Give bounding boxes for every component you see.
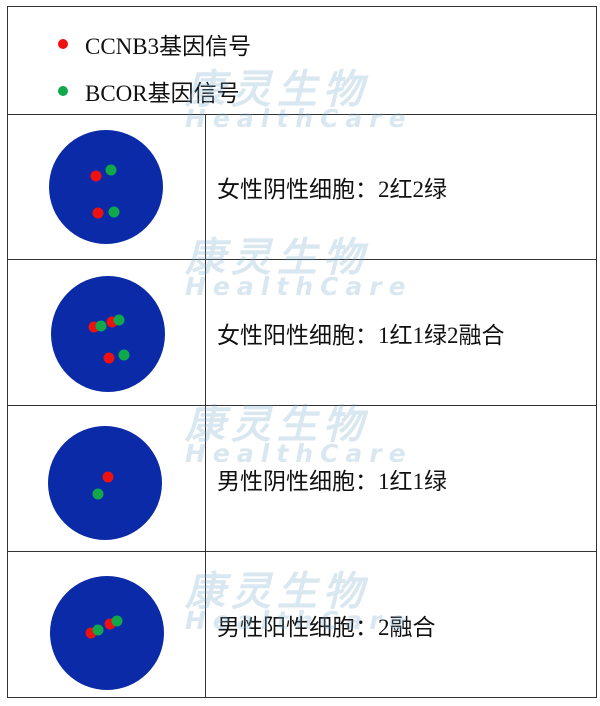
cell-image	[8, 114, 206, 259]
cell-nucleus	[50, 576, 164, 690]
red-dot-icon	[58, 39, 68, 49]
signal-pattern-table: CCNB3基因信号 BCOR基因信号 女性阴性细胞：2红2绿	[7, 6, 597, 698]
table-row: 女性阴性细胞：2红2绿	[8, 114, 596, 260]
green-signal	[92, 488, 104, 500]
cell-image	[8, 552, 206, 698]
row-label: 女性阴性细胞：2红2绿	[217, 176, 447, 202]
cell-diagram	[48, 426, 162, 540]
red-signal	[92, 207, 104, 219]
red-signal	[103, 352, 115, 364]
legend-item-bcor: BCOR基因信号	[58, 74, 240, 108]
green-signal	[92, 624, 104, 636]
cell-diagram	[51, 276, 165, 392]
row-label: 男性阳性细胞：2融合	[217, 615, 436, 640]
table-row: 女性阳性细胞：1红1绿2融合	[8, 260, 596, 406]
green-signal	[108, 206, 120, 218]
cell-image	[8, 260, 206, 405]
green-dot-icon	[58, 86, 68, 96]
row-label: 女性阳性细胞：1红1绿2融合	[217, 322, 505, 348]
green-signal	[118, 349, 130, 361]
legend-label: CCNB3基因信号	[85, 34, 252, 59]
cell-diagram	[50, 576, 164, 690]
red-signal	[90, 170, 102, 182]
red-signal	[102, 471, 114, 483]
green-signal	[105, 164, 117, 176]
table-row: 男性阴性细胞：1红1绿	[8, 406, 596, 552]
cell-nucleus	[51, 276, 165, 392]
table-row: 男性阳性细胞：2融合	[8, 552, 596, 698]
green-signal	[111, 615, 123, 627]
cell-nucleus	[49, 130, 163, 244]
cell-diagram	[49, 130, 163, 244]
legend: CCNB3基因信号 BCOR基因信号	[8, 7, 596, 115]
legend-label: BCOR基因信号	[85, 81, 240, 106]
row-label: 男性阴性细胞：1红1绿	[217, 468, 447, 494]
legend-item-ccnb3: CCNB3基因信号	[58, 27, 251, 61]
cell-nucleus	[48, 426, 162, 540]
green-signal	[95, 320, 107, 332]
cell-image	[8, 406, 206, 551]
green-signal	[113, 314, 125, 326]
